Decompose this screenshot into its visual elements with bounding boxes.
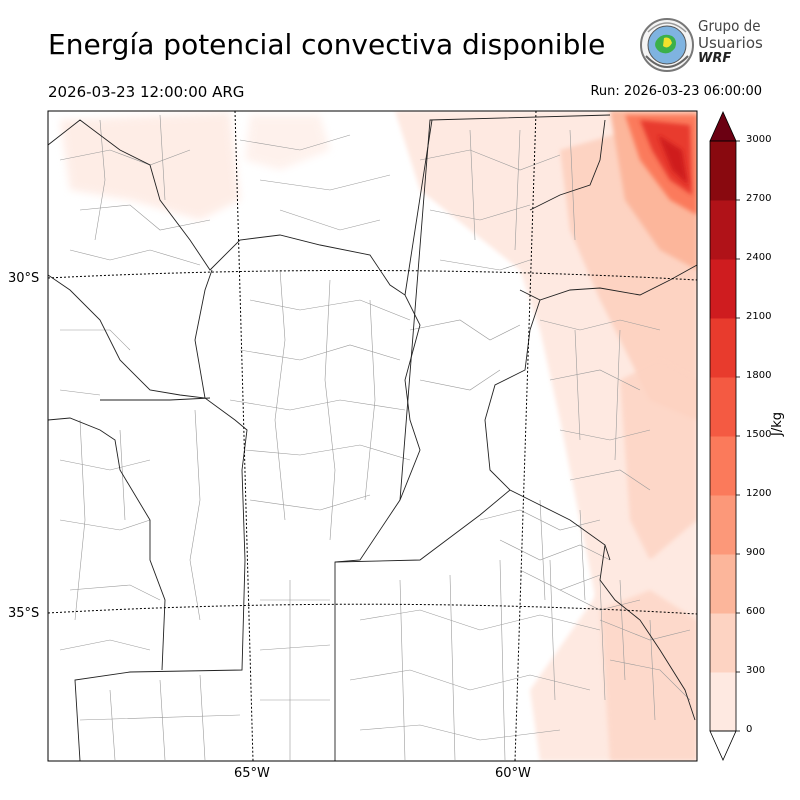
map-title: Energía potencial convectiva disponible xyxy=(48,28,606,61)
department-boundaries xyxy=(59,114,691,761)
colorbar-tick-label: 2100 xyxy=(746,311,772,322)
lat-label-30s: 30°S xyxy=(8,271,40,286)
lat-label-35s: 35°S xyxy=(8,606,40,621)
logo-text-wrf: WRF xyxy=(698,51,732,66)
colorbar-bin-6 xyxy=(710,318,736,378)
colorbar-tick-label: 900 xyxy=(746,547,766,558)
colorbar-extend-max xyxy=(709,111,737,142)
run-time: Run: 2026-03-23 06:00:00 xyxy=(590,84,762,99)
colorbar-bin-3 xyxy=(710,495,736,555)
lat-line-35s xyxy=(48,603,697,615)
colorbar xyxy=(709,111,740,761)
wrf-logo: Grupo de Usuarios WRF xyxy=(638,16,768,76)
colorbar-tick-label: 300 xyxy=(746,665,766,676)
colorbar-extend-min xyxy=(709,730,737,761)
valid-time: 2026-03-23 12:00:00 ARG xyxy=(48,83,245,101)
colorbar-tick-label: 2400 xyxy=(746,252,772,263)
colorbar-bin-9 xyxy=(710,141,736,201)
graticule xyxy=(48,111,697,761)
colorbar-tick-label: 2700 xyxy=(746,193,772,204)
logo-text-usuarios: Usuarios xyxy=(698,34,763,52)
colorbar-bin-7 xyxy=(710,259,736,319)
colorbar-bin-2 xyxy=(710,554,736,614)
colorbar-tick-label: 600 xyxy=(746,606,766,617)
colorbar-bin-4 xyxy=(710,436,736,496)
cape-field xyxy=(48,111,697,761)
colorbar-bin-1 xyxy=(710,613,736,673)
lon-label-65w: 65°W xyxy=(234,766,270,781)
lon-label-60w: 60°W xyxy=(495,766,531,781)
colorbar-tick-label: 1500 xyxy=(746,429,772,440)
map-frame xyxy=(47,110,698,762)
colorbar-unit-label: J/kg xyxy=(770,412,785,436)
colorbar-tick-label: 0 xyxy=(746,724,753,735)
colorbar-tick-label: 1800 xyxy=(746,370,772,381)
colorbar-tick-label: 3000 xyxy=(746,134,772,145)
colorbar-tick-label: 1200 xyxy=(746,488,772,499)
wrf-globe-icon xyxy=(640,18,694,72)
colorbar-bin-8 xyxy=(710,200,736,260)
colorbar-bin-0 xyxy=(710,672,736,732)
lon-line-60w xyxy=(514,111,537,761)
province-boundaries xyxy=(48,114,697,761)
colorbar-bin-5 xyxy=(710,377,736,437)
lat-line-30s xyxy=(48,269,697,281)
logo-text-grupo: Grupo de xyxy=(698,17,761,35)
lon-line-65w xyxy=(234,111,254,761)
